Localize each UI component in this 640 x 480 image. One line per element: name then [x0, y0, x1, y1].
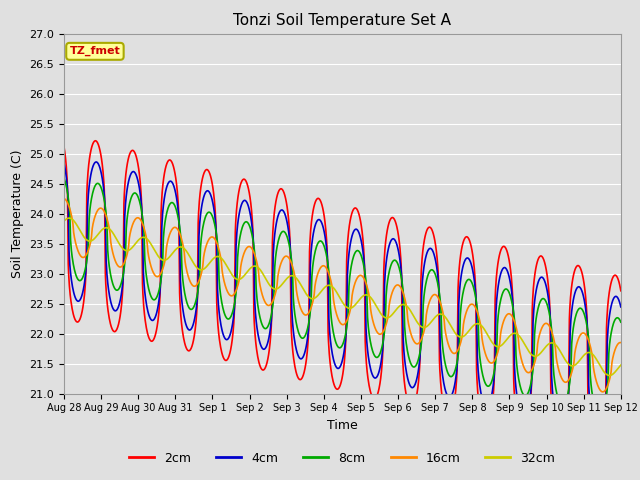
Legend: 2cm, 4cm, 8cm, 16cm, 32cm: 2cm, 4cm, 8cm, 16cm, 32cm: [124, 447, 561, 469]
Title: Tonzi Soil Temperature Set A: Tonzi Soil Temperature Set A: [234, 13, 451, 28]
Y-axis label: Soil Temperature (C): Soil Temperature (C): [11, 149, 24, 278]
X-axis label: Time: Time: [327, 419, 358, 432]
Text: TZ_fmet: TZ_fmet: [70, 46, 120, 57]
